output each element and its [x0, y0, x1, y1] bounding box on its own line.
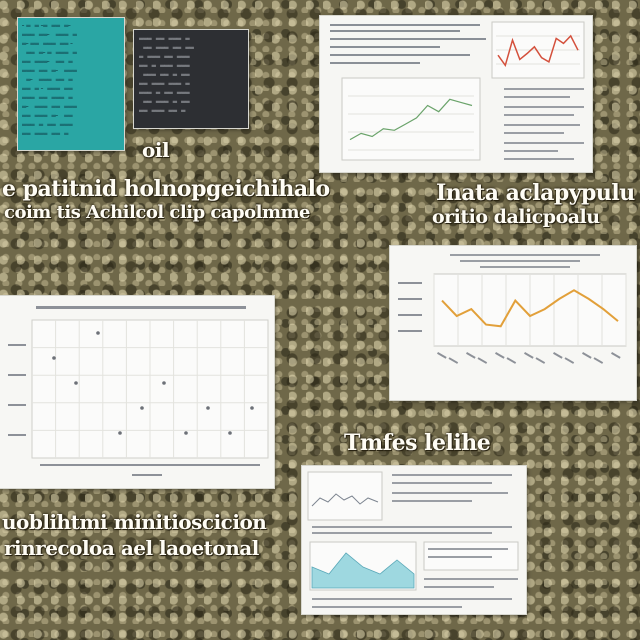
text-lines-right — [504, 88, 584, 160]
document-content — [302, 466, 526, 614]
orange-chart — [390, 246, 636, 400]
orange-series-line — [441, 289, 619, 328]
scatter-chart-points — [52, 331, 254, 435]
orange-x-tick-label — [535, 357, 546, 364]
teal-screen-panel: ╴═ ═╶═ ══ ═╴ ═══ ══╴ ═══ ═ ═╴══ ═══ ══╶ … — [18, 18, 124, 150]
doc-text-lines-top — [312, 474, 512, 534]
orange-x-tick-label — [553, 352, 563, 359]
scatter-point — [96, 331, 100, 335]
scatter-point — [206, 406, 210, 410]
scatter-chart-panel — [0, 296, 274, 488]
scatter-point — [250, 406, 254, 410]
green-series-line — [349, 98, 473, 141]
scatter-point — [228, 431, 232, 435]
red-series-line — [497, 34, 579, 67]
dark-screen-text: ═══ ══ ═══ ═ ══ ═══ ══ ══ ═ ═══ ══ ═══ ═… — [139, 35, 194, 115]
scatter-chart-grid — [32, 320, 268, 458]
scatter-chart-y-ticks — [8, 344, 26, 436]
orange-chart-header-text — [450, 254, 600, 268]
caption-right-line2: oritio dalicpoalu — [432, 206, 600, 228]
scatter-point — [118, 431, 122, 435]
orange-x-tick-label — [506, 357, 517, 364]
document-panel — [302, 466, 526, 614]
scatter-point — [52, 356, 56, 360]
scatter-chart-title-text — [36, 306, 246, 309]
caption-oil: oil — [142, 138, 170, 162]
orange-x-tick-label — [524, 352, 534, 359]
scatter-chart-x-ticks — [40, 464, 260, 476]
top-right-chart-panel — [320, 16, 592, 172]
scatter-point — [74, 381, 78, 385]
orange-x-tick-label — [477, 357, 488, 364]
caption-left-line1: e patitnid holnopgeichihalo — [2, 176, 330, 202]
teal-screen-text: ╴═ ═╶═ ══ ═╴ ═══ ══╴ ═══ ═ ═╴══ ═══ ══╶ … — [22, 22, 77, 138]
dark-screen-panel: ═══ ══ ═══ ═ ══ ═══ ══ ══ ═ ═══ ══ ═══ ═… — [134, 30, 248, 128]
orange-chart-x-ticks — [437, 352, 621, 364]
green-line-chart-grid — [348, 95, 474, 151]
scatter-point — [162, 381, 166, 385]
caption-mid-right: Tmfes lelihe — [344, 430, 491, 456]
caption-left-line2: coim tis Achilcol clip capolmme — [4, 202, 311, 223]
scatter-point — [184, 431, 188, 435]
text-lines-left — [330, 24, 486, 64]
orange-x-tick-label — [437, 352, 447, 359]
orange-chart-y-ticks — [398, 282, 422, 332]
caption-bottom-left-line1: uoblihtmi minitioscicion — [2, 510, 267, 534]
orange-x-tick-label — [593, 357, 604, 364]
orange-chart-panel — [390, 246, 636, 400]
caption-right-line1: Inata aclapypulu — [436, 180, 635, 206]
orange-x-tick-label — [564, 357, 575, 364]
top-right-chart — [320, 16, 592, 172]
doc-text-lines-bottom — [312, 548, 518, 608]
orange-x-tick-label — [466, 352, 476, 359]
scatter-chart — [0, 296, 274, 488]
orange-chart-grid — [433, 274, 627, 346]
doc-small-line — [311, 493, 379, 507]
orange-x-tick-label — [611, 352, 621, 359]
scatter-point — [140, 406, 144, 410]
caption-bottom-left-line2: rinrecoloa ael laoetonal — [4, 536, 259, 560]
orange-x-tick-label — [582, 352, 592, 359]
orange-x-tick-label — [448, 357, 459, 364]
orange-x-tick-label — [494, 352, 505, 359]
doc-area-series — [311, 552, 415, 589]
